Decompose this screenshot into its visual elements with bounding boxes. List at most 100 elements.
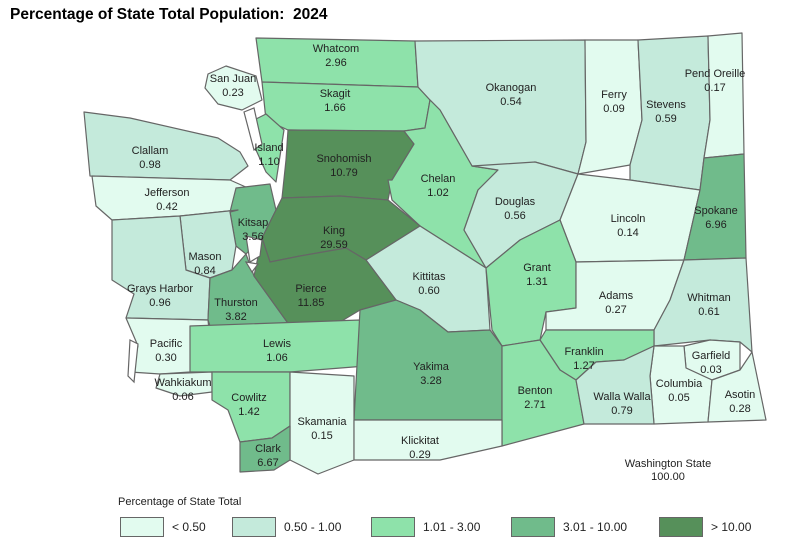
legend-swatch	[371, 517, 415, 537]
county-wahkiakum	[155, 371, 213, 397]
county-value-kittitas: 0.60	[418, 285, 439, 297]
county-name-thurston: Thurston	[214, 297, 257, 309]
legend-swatch	[659, 517, 703, 537]
legend-label: 3.01 - 10.00	[563, 520, 628, 534]
county-walla-walla	[575, 345, 655, 425]
county-value-jefferson: 0.42	[156, 201, 177, 213]
county-name-lincoln: Lincoln	[611, 213, 646, 225]
county-name-pend-oreille: Pend Oreille	[685, 68, 746, 80]
county-value-snohomish: 10.79	[330, 167, 358, 179]
county-name-grays-harbor: Grays Harbor	[127, 283, 193, 295]
county-value-wahkiakum: 0.06	[172, 391, 193, 403]
county-value-chelan: 1.02	[427, 187, 448, 199]
county-name-benton: Benton	[518, 385, 553, 397]
county-value-spokane: 6.96	[705, 219, 726, 231]
county-san-juan	[204, 65, 263, 111]
county-name-clallam: Clallam	[132, 145, 169, 157]
county-name-okanogan: Okanogan	[486, 82, 537, 94]
county-name-san-juan: San Juan	[210, 73, 256, 85]
county-value-okanogan: 0.54	[500, 96, 521, 108]
legend-swatch	[120, 517, 164, 537]
county-name-jefferson: Jefferson	[144, 187, 189, 199]
county-value-kitsap: 3.56	[242, 231, 263, 243]
county-name-chelan: Chelan	[421, 173, 456, 185]
county-value-pend-oreille: 0.17	[704, 82, 725, 94]
county-value-skagit: 1.66	[324, 102, 345, 114]
county-name-wahkiakum: Wahkiakum	[154, 377, 211, 389]
legend-title: Percentage of State Total	[118, 496, 242, 508]
county-name-skagit: Skagit	[320, 88, 351, 100]
county-value-benton: 2.71	[524, 399, 545, 411]
county-value-clark: 6.67	[257, 457, 278, 469]
legend-swatch	[232, 517, 276, 537]
state-name-label: Washington State	[624, 458, 712, 470]
county-name-pacific: Pacific	[150, 338, 183, 350]
county-value-whatcom: 2.96	[325, 57, 346, 69]
legend-label: 0.50 - 1.00	[284, 520, 342, 534]
county-value-lincoln: 0.14	[617, 227, 638, 239]
water-body	[127, 339, 139, 384]
county-value-pacific: 0.30	[155, 352, 176, 364]
legend-label: 1.01 - 3.00	[423, 520, 481, 534]
county-value-clallam: 0.98	[139, 159, 160, 171]
county-name-whatcom: Whatcom	[313, 43, 359, 55]
county-name-island: Island	[254, 142, 283, 154]
county-value-king: 29.59	[320, 239, 348, 251]
county-clark	[239, 425, 291, 473]
county-value-asotin: 0.28	[729, 403, 750, 415]
county-name-walla-walla: Walla Walla	[593, 391, 651, 403]
county-value-mason: 0.84	[194, 265, 215, 277]
county-name-spokane: Spokane	[694, 205, 737, 217]
county-name-asotin: Asotin	[725, 389, 756, 401]
county-name-franklin: Franklin	[564, 346, 603, 358]
county-value-ferry: 0.09	[603, 103, 624, 115]
county-name-yakima: Yakima	[413, 361, 450, 373]
county-name-skamania: Skamania	[298, 416, 348, 428]
county-name-king: King	[323, 225, 345, 237]
county-name-klickitat: Klickitat	[401, 435, 439, 447]
county-island	[253, 113, 285, 183]
county-value-san-juan: 0.23	[222, 87, 243, 99]
county-name-garfield: Garfield	[692, 350, 731, 362]
county-name-cowlitz: Cowlitz	[231, 392, 266, 404]
legend-label: < 0.50	[172, 520, 206, 534]
county-name-mason: Mason	[188, 251, 221, 263]
water-body	[244, 261, 260, 274]
county-value-walla-walla: 0.79	[611, 405, 632, 417]
county-value-cowlitz: 1.42	[238, 406, 259, 418]
county-name-columbia: Columbia	[656, 378, 703, 390]
county-pend-oreille	[703, 32, 745, 159]
county-value-columbia: 0.05	[668, 392, 689, 404]
county-name-snohomish: Snohomish	[316, 153, 371, 165]
county-name-lewis: Lewis	[263, 338, 292, 350]
county-name-kitsap: Kitsap	[238, 217, 269, 229]
county-value-lewis: 1.06	[266, 352, 287, 364]
county-value-pierce: 11.85	[298, 297, 325, 309]
county-value-garfield: 0.03	[700, 364, 721, 376]
water-body	[243, 107, 263, 152]
county-name-clark: Clark	[255, 443, 281, 455]
county-name-grant: Grant	[523, 262, 551, 274]
county-value-franklin: 1.27	[573, 360, 594, 372]
county-name-pierce: Pierce	[295, 283, 326, 295]
county-asotin	[707, 351, 767, 423]
legend-swatch	[511, 517, 555, 537]
county-value-thurston: 3.82	[225, 311, 246, 323]
county-name-whitman: Whitman	[687, 292, 730, 304]
county-klickitat	[353, 419, 503, 461]
washington-county-map: Whatcom 2.96 San Juan 0.23 Skagit 1.66 Okanoga…	[83, 32, 767, 475]
county-value-grant: 1.31	[526, 276, 547, 288]
county-name-ferry: Ferry	[601, 89, 627, 101]
county-value-klickitat: 0.29	[409, 449, 430, 461]
county-value-whitman: 0.61	[698, 306, 719, 318]
county-value-douglas: 0.56	[504, 210, 525, 222]
county-value-adams: 0.27	[605, 304, 626, 316]
county-value-stevens: 0.59	[655, 113, 676, 125]
county-value-grays-harbor: 0.96	[149, 297, 170, 309]
county-name-adams: Adams	[599, 290, 634, 302]
county-value-skamania: 0.15	[311, 430, 332, 442]
map-title: Percentage of State Total Population: 20…	[10, 6, 328, 23]
county-name-kittitas: Kittitas	[412, 271, 446, 283]
county-name-stevens: Stevens	[646, 99, 686, 111]
county-name-douglas: Douglas	[495, 196, 536, 208]
